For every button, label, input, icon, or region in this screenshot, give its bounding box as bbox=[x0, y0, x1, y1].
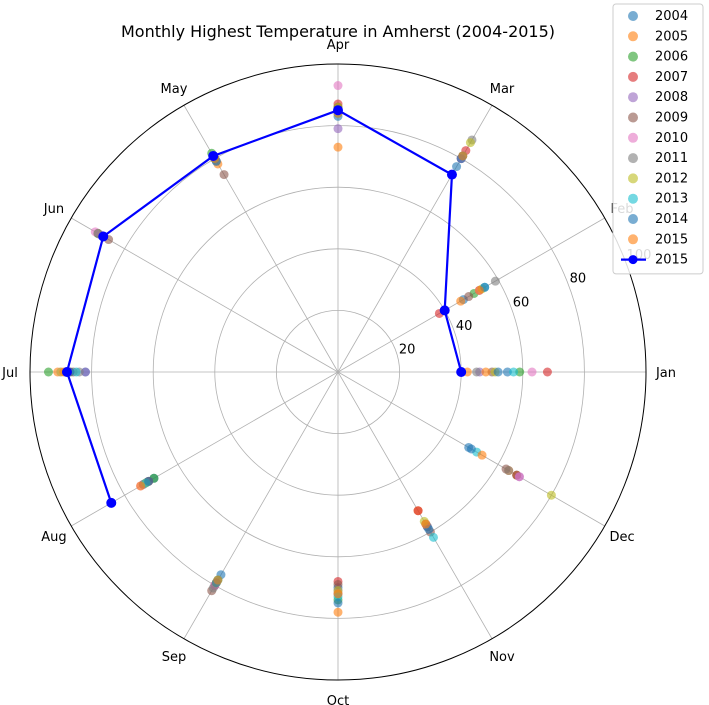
data-point bbox=[219, 170, 229, 180]
radial-tick-label: 20 bbox=[399, 342, 416, 357]
month-tick-label: May bbox=[161, 82, 188, 97]
data-point bbox=[213, 575, 223, 585]
legend-marker bbox=[628, 193, 638, 204]
legend-label: 2015 bbox=[655, 253, 688, 268]
legend-label: 2012 bbox=[655, 171, 688, 186]
highlight-marker bbox=[446, 169, 457, 180]
scatter-points bbox=[43, 81, 556, 617]
data-point bbox=[421, 519, 431, 529]
data-point bbox=[465, 138, 475, 148]
legend-label: 2006 bbox=[655, 50, 688, 65]
grid-spoke bbox=[71, 371, 339, 527]
legend-label: 2014 bbox=[655, 212, 688, 227]
data-point bbox=[333, 598, 343, 608]
data-point bbox=[514, 472, 524, 482]
data-point bbox=[71, 367, 81, 377]
data-point bbox=[452, 162, 462, 172]
chart-title: Monthly Highest Temperature in Amherst (… bbox=[121, 22, 555, 41]
legend-label: 2015 bbox=[655, 232, 688, 247]
legend-label: 2007 bbox=[655, 70, 688, 85]
month-tick-label: Nov bbox=[489, 650, 515, 665]
data-point bbox=[333, 124, 343, 134]
legend-marker bbox=[628, 173, 638, 184]
radial-tick-label: 60 bbox=[513, 295, 530, 310]
data-point bbox=[333, 607, 343, 617]
data-point bbox=[474, 285, 484, 295]
grid-spoke bbox=[337, 371, 493, 639]
data-point bbox=[504, 466, 514, 476]
legend-marker bbox=[628, 92, 638, 103]
legend-marker bbox=[628, 234, 638, 245]
month-tick-label: Sep bbox=[162, 650, 187, 665]
highlight-marker bbox=[106, 497, 117, 508]
month-tick-label: Jun bbox=[43, 202, 64, 217]
data-point bbox=[80, 367, 90, 377]
legend-marker bbox=[628, 31, 638, 42]
data-point bbox=[333, 580, 343, 590]
highlight-line-2015 bbox=[61, 105, 467, 508]
legend-label: 2004 bbox=[655, 9, 688, 24]
data-point bbox=[458, 151, 468, 161]
legend-marker bbox=[628, 71, 638, 82]
data-point bbox=[502, 367, 512, 377]
month-tick-label: Apr bbox=[327, 38, 350, 53]
grid-spoke bbox=[183, 371, 339, 639]
highlight-marker bbox=[208, 150, 219, 161]
legend-label: 2013 bbox=[655, 192, 688, 207]
data-point bbox=[509, 367, 519, 377]
data-point bbox=[413, 506, 423, 516]
data-point bbox=[477, 450, 487, 460]
legend-marker bbox=[628, 255, 638, 265]
month-tick-label: Dec bbox=[609, 530, 634, 545]
data-point bbox=[333, 81, 343, 91]
month-tick-label: Oct bbox=[327, 694, 349, 705]
data-point bbox=[456, 296, 466, 306]
data-point bbox=[490, 276, 500, 286]
legend-label: 2005 bbox=[655, 29, 688, 44]
radial-tick-label: 40 bbox=[456, 319, 473, 334]
legend-marker bbox=[628, 153, 638, 164]
highlight-marker bbox=[333, 105, 343, 116]
polar-frame bbox=[29, 63, 647, 681]
highlight-line bbox=[65, 108, 463, 504]
legend-box bbox=[612, 3, 704, 275]
highlight-marker bbox=[456, 367, 467, 377]
data-point bbox=[144, 476, 154, 486]
month-tick-label: Jan bbox=[655, 366, 676, 381]
legend: 2004 2005 2006 2007 2008 2009 2010 2011 2012 2013… bbox=[612, 3, 704, 275]
legend-label: 2009 bbox=[655, 111, 688, 126]
data-point bbox=[527, 367, 537, 377]
legend-marker bbox=[628, 132, 638, 143]
highlight-marker bbox=[98, 231, 109, 242]
data-point bbox=[333, 142, 343, 152]
legend-label: 2010 bbox=[655, 131, 688, 146]
highlight-marker bbox=[439, 305, 450, 316]
data-point bbox=[136, 481, 146, 491]
month-tick-label: Aug bbox=[41, 530, 66, 545]
month-tick-label: Jul bbox=[1, 366, 18, 381]
data-point bbox=[472, 367, 482, 377]
data-point bbox=[481, 367, 491, 377]
month-tick-label: Mar bbox=[490, 82, 515, 97]
data-point bbox=[43, 367, 53, 377]
legend-marker bbox=[628, 214, 638, 224]
legend-marker bbox=[628, 51, 638, 62]
data-point bbox=[466, 444, 476, 454]
data-point bbox=[333, 589, 343, 599]
data-point bbox=[515, 367, 525, 377]
legend-label: 2011 bbox=[655, 151, 688, 166]
radial-tick-label: 80 bbox=[570, 272, 587, 287]
data-point bbox=[493, 367, 503, 377]
legend-marker bbox=[628, 112, 638, 123]
legend-label: 2008 bbox=[655, 90, 688, 105]
data-point bbox=[542, 367, 552, 377]
grid-spoke bbox=[183, 105, 339, 373]
data-point bbox=[546, 490, 556, 500]
grid-spoke bbox=[71, 217, 339, 373]
legend-marker bbox=[628, 11, 638, 21]
data-point bbox=[464, 292, 474, 302]
highlight-marker bbox=[61, 367, 72, 377]
data-point bbox=[428, 532, 438, 542]
